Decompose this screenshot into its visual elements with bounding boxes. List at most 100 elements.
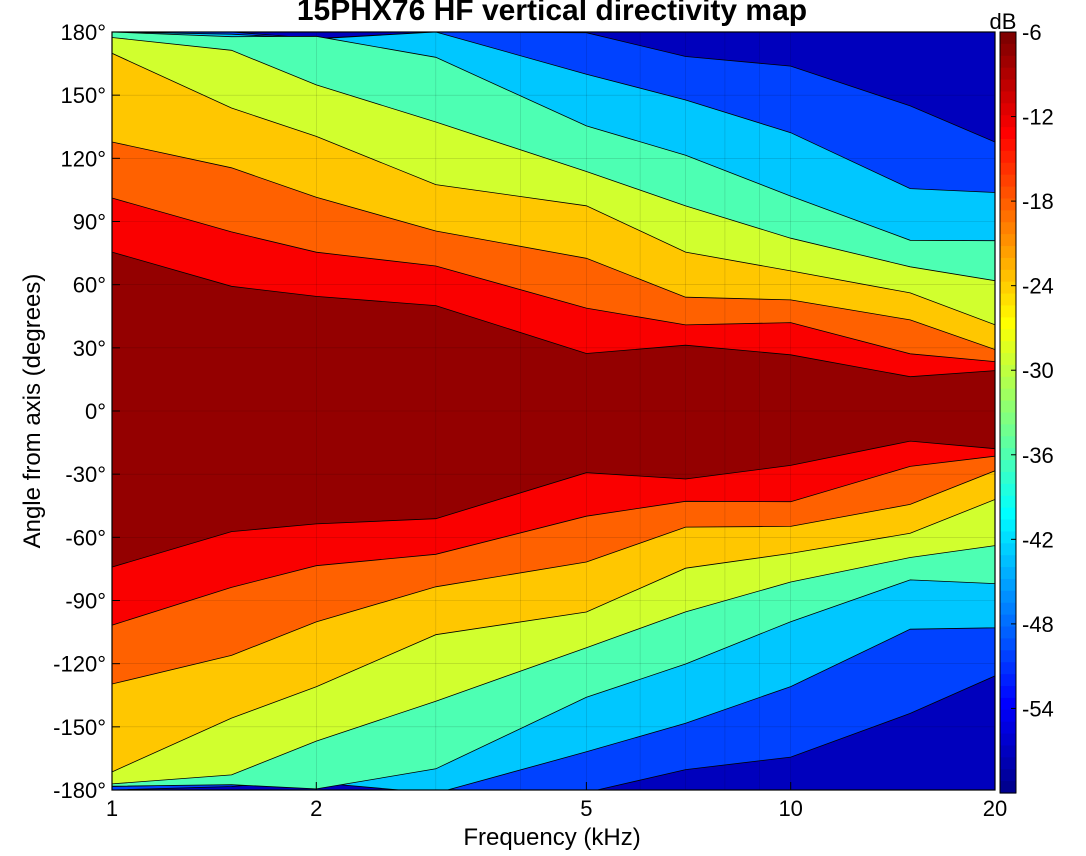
colorbar-cell bbox=[1000, 483, 1016, 497]
colorbar-cell bbox=[1000, 412, 1016, 425]
colorbar-cell bbox=[1000, 495, 1016, 509]
colorbar-cell bbox=[1000, 55, 1016, 69]
colorbar-cell bbox=[1000, 436, 1016, 449]
colorbar-cell bbox=[1000, 400, 1016, 414]
colorbar-cell bbox=[1000, 507, 1016, 521]
colorbar-cell bbox=[1000, 67, 1016, 81]
y-tick-label: -90° bbox=[65, 589, 106, 614]
colorbar-cell bbox=[1000, 460, 1016, 473]
x-axis-label: Frequency (kHz) bbox=[463, 824, 640, 851]
colorbar-cell bbox=[1000, 103, 1016, 116]
y-tick-label: -120° bbox=[53, 652, 106, 677]
y-tick-label: 90° bbox=[73, 210, 106, 235]
colorbar-cell bbox=[1000, 757, 1016, 770]
colorbar-cell bbox=[1000, 317, 1016, 330]
colorbar-cell bbox=[1000, 115, 1016, 128]
colorbar-cell bbox=[1000, 293, 1016, 307]
colorbar-tick-label: -24 bbox=[1022, 274, 1054, 299]
colorbar-cell bbox=[1000, 305, 1016, 318]
colorbar-cell bbox=[1000, 662, 1016, 675]
colorbar-tick-label: -54 bbox=[1022, 696, 1054, 721]
y-tick-label: 120° bbox=[60, 146, 106, 171]
x-axis: 1 2 5 10 20 bbox=[106, 782, 1007, 821]
y-tick-label: -30° bbox=[65, 462, 106, 487]
y-tick-label: -60° bbox=[65, 525, 106, 550]
y-tick-label: 180° bbox=[60, 20, 106, 45]
x-tick-label: 2 bbox=[310, 796, 322, 821]
colorbar-cell bbox=[1000, 543, 1016, 556]
colorbar-cell bbox=[1000, 222, 1016, 235]
colorbar-cell bbox=[1000, 186, 1016, 200]
colorbar-cell bbox=[1000, 590, 1016, 604]
colorbar-cell bbox=[1000, 198, 1016, 211]
colorbar-cell bbox=[1000, 150, 1016, 164]
colorbar-cell bbox=[1000, 769, 1016, 782]
colorbar-cell bbox=[1000, 567, 1016, 580]
colorbar-cell bbox=[1000, 139, 1016, 152]
x-tick-label: 1 bbox=[106, 796, 118, 821]
colorbar-cell bbox=[1000, 555, 1016, 568]
x-tick-label: 5 bbox=[580, 796, 592, 821]
colorbar-cell bbox=[1000, 745, 1016, 758]
y-tick-label: -150° bbox=[53, 715, 106, 740]
colorbar-tick-label: -42 bbox=[1022, 527, 1054, 552]
y-axis: 180° 150° 120° 90° 60° 30° 0° -30° -60° -90° -120°… bbox=[53, 20, 120, 803]
colorbar-cell bbox=[1000, 91, 1016, 104]
colorbar-cell bbox=[1000, 650, 1016, 663]
colorbar-cell bbox=[1000, 79, 1016, 93]
colorbar-cell bbox=[1000, 329, 1016, 342]
colorbar-tick-label: -12 bbox=[1022, 105, 1054, 130]
colorbar-cell bbox=[1000, 32, 1016, 45]
colorbar-cell bbox=[1000, 626, 1016, 640]
y-axis-label: Angle from axis (degrees) bbox=[19, 274, 46, 549]
colorbar-tick-label: -6 bbox=[1022, 20, 1042, 45]
x-tick-label: 20 bbox=[983, 796, 1007, 821]
colorbar-cell bbox=[1000, 174, 1016, 188]
colorbar-cell bbox=[1000, 781, 1016, 794]
colorbar-tick-label: -18 bbox=[1022, 189, 1054, 214]
colorbar-cell bbox=[1000, 353, 1016, 366]
colorbar-cell bbox=[1000, 376, 1016, 390]
colorbar-tick-label: -36 bbox=[1022, 443, 1054, 468]
colorbar-cell bbox=[1000, 364, 1016, 378]
colorbar-tick-label: -30 bbox=[1022, 358, 1054, 383]
y-tick-label: 150° bbox=[60, 83, 106, 108]
plot-area bbox=[111, 31, 996, 791]
colorbar-cell bbox=[1000, 210, 1016, 223]
y-tick-label: 30° bbox=[73, 336, 106, 361]
colorbar-cell bbox=[1000, 471, 1016, 485]
y-tick-label: -180° bbox=[53, 778, 106, 803]
colorbar-cell bbox=[1000, 709, 1016, 723]
colorbar-cell bbox=[1000, 685, 1016, 699]
colorbar-cell bbox=[1000, 697, 1016, 711]
colorbar-cell bbox=[1000, 127, 1016, 140]
colorbar-cell bbox=[1000, 234, 1016, 247]
chart-title: 15PHX76 HF vertical directivity map bbox=[297, 0, 807, 27]
colorbar-cell bbox=[1000, 341, 1016, 354]
colorbar-cell bbox=[1000, 721, 1016, 735]
colorbar-cell bbox=[1000, 43, 1016, 57]
x-tick-label: 10 bbox=[778, 796, 802, 821]
colorbar-cell bbox=[1000, 257, 1016, 271]
colorbar-cell bbox=[1000, 448, 1016, 461]
colorbar-cell bbox=[1000, 733, 1016, 747]
colorbar-cell bbox=[1000, 638, 1016, 651]
colorbar-frame bbox=[999, 31, 1017, 794]
colorbar-cell bbox=[1000, 162, 1016, 176]
colorbar-cell bbox=[1000, 602, 1016, 616]
y-tick-label: 60° bbox=[73, 273, 106, 298]
colorbar-cell bbox=[1000, 281, 1016, 295]
colorbar-tick-label: -48 bbox=[1022, 612, 1054, 637]
band-6db bbox=[112, 251, 995, 568]
colorbar-cell bbox=[1000, 674, 1016, 687]
colorbar-cell bbox=[1000, 246, 1016, 259]
y-tick-label: 0° bbox=[85, 399, 106, 424]
colorbar-cell bbox=[1000, 519, 1016, 533]
colorbar-unit-label: dB bbox=[990, 9, 1017, 34]
colorbar-cell bbox=[1000, 614, 1016, 628]
colorbar-cell bbox=[1000, 269, 1016, 283]
colorbar-cell bbox=[1000, 578, 1016, 592]
colorbar-cell bbox=[1000, 388, 1016, 402]
colorbar: dB -6 -12 -18 -24 -30 -36 -42 -48 -54 bbox=[990, 9, 1054, 794]
